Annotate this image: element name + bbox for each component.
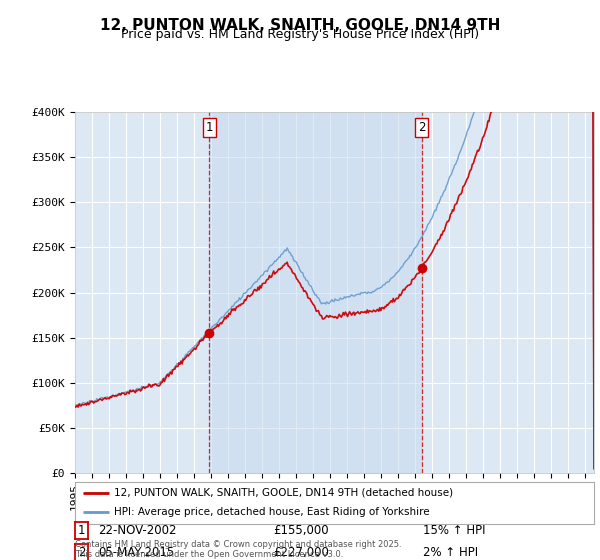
Text: 1: 1 <box>78 524 85 537</box>
Text: HPI: Average price, detached house, East Riding of Yorkshire: HPI: Average price, detached house, East… <box>114 507 430 517</box>
Text: 12, PUNTON WALK, SNAITH, GOOLE, DN14 9TH (detached house): 12, PUNTON WALK, SNAITH, GOOLE, DN14 9TH… <box>114 488 453 498</box>
Text: 2: 2 <box>418 121 425 134</box>
Text: £227,000: £227,000 <box>273 546 329 559</box>
Text: 05-MAY-2015: 05-MAY-2015 <box>98 546 174 559</box>
Text: 2: 2 <box>78 546 85 559</box>
Text: 15% ↑ HPI: 15% ↑ HPI <box>423 524 485 537</box>
Text: 2% ↑ HPI: 2% ↑ HPI <box>423 546 478 559</box>
Text: £155,000: £155,000 <box>273 524 329 537</box>
Text: 1: 1 <box>206 121 213 134</box>
Text: Price paid vs. HM Land Registry's House Price Index (HPI): Price paid vs. HM Land Registry's House … <box>121 28 479 41</box>
Text: 22-NOV-2002: 22-NOV-2002 <box>98 524 176 537</box>
Text: Contains HM Land Registry data © Crown copyright and database right 2025.
This d: Contains HM Land Registry data © Crown c… <box>75 540 401 559</box>
Text: 12, PUNTON WALK, SNAITH, GOOLE, DN14 9TH: 12, PUNTON WALK, SNAITH, GOOLE, DN14 9TH <box>100 18 500 33</box>
